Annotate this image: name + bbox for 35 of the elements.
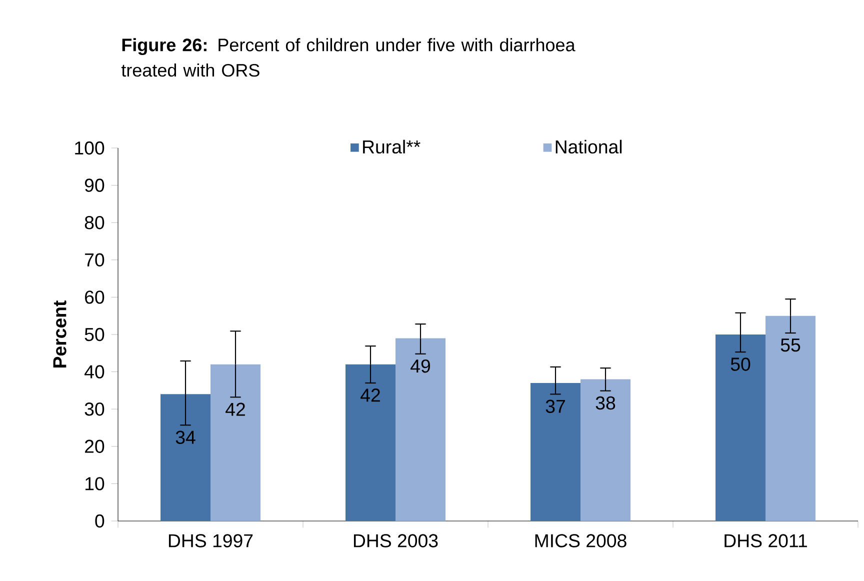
x-tick-label: DHS 2003 bbox=[354, 534, 438, 548]
legend-label: Rural** bbox=[363, 140, 420, 154]
data-label: 34 bbox=[176, 430, 196, 444]
data-label: 42 bbox=[360, 388, 380, 402]
y-axis-title: Percent bbox=[53, 300, 66, 368]
bar bbox=[716, 334, 766, 521]
y-tick-label: 10 bbox=[86, 477, 104, 490]
x-tick-label: DHS 1997 bbox=[168, 534, 253, 548]
y-tick-label: 60 bbox=[85, 290, 104, 304]
x-tick-label: MICS 2008 bbox=[535, 534, 626, 548]
y-tick-label: 100 bbox=[75, 141, 104, 155]
legend-label: National bbox=[556, 140, 622, 154]
y-tick-label: 80 bbox=[84, 216, 104, 230]
y-tick-label: 20 bbox=[85, 440, 104, 453]
y-tick-label: 50 bbox=[84, 328, 104, 342]
y-tick-label: 90 bbox=[84, 178, 104, 192]
data-label: 42 bbox=[226, 402, 245, 416]
y-tick-label: 0 bbox=[95, 514, 104, 528]
chart-title: Figure 26: Percent of children under five with diarrhoea treated with ORS bbox=[121, 38, 576, 77]
bar bbox=[160, 394, 211, 521]
x-tick-label: DHS 2011 bbox=[724, 534, 807, 548]
data-label: 38 bbox=[596, 396, 616, 410]
y-tick-label: 40 bbox=[84, 365, 104, 378]
bar bbox=[766, 316, 816, 521]
bar bbox=[346, 364, 396, 521]
data-label: 49 bbox=[410, 359, 430, 373]
data-label: 37 bbox=[546, 400, 565, 413]
y-tick-label: 70 bbox=[85, 253, 104, 266]
data-label: 50 bbox=[730, 358, 750, 371]
bar bbox=[396, 338, 446, 521]
bar bbox=[580, 379, 630, 521]
data-label: 55 bbox=[780, 338, 800, 352]
y-tick-label: 30 bbox=[84, 402, 104, 416]
bar bbox=[530, 382, 581, 521]
bar bbox=[210, 364, 261, 521]
